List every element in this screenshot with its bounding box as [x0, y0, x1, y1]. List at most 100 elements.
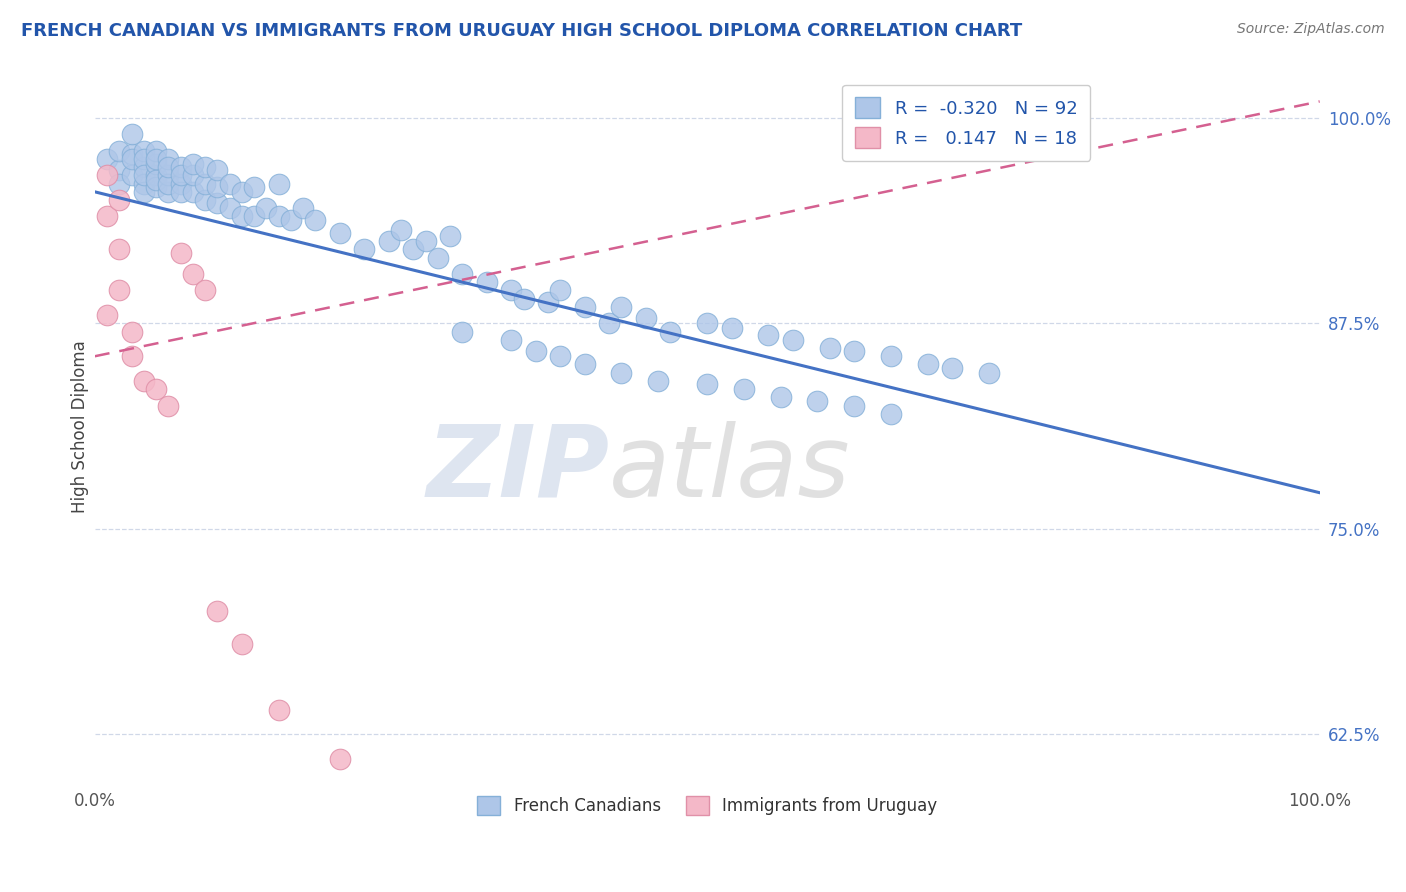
Point	[415, 234, 437, 248]
Point	[181, 267, 204, 281]
Point	[389, 222, 412, 236]
Point	[157, 160, 180, 174]
Point	[548, 284, 571, 298]
Point	[169, 185, 191, 199]
Point	[524, 344, 547, 359]
Text: FRENCH CANADIAN VS IMMIGRANTS FROM URUGUAY HIGH SCHOOL DIPLOMA CORRELATION CHART: FRENCH CANADIAN VS IMMIGRANTS FROM URUGU…	[21, 22, 1022, 40]
Point	[501, 333, 523, 347]
Point	[733, 382, 755, 396]
Point	[157, 185, 180, 199]
Point	[96, 308, 118, 322]
Point	[280, 212, 302, 227]
Point	[157, 169, 180, 183]
Point	[598, 317, 620, 331]
Point	[169, 177, 191, 191]
Point	[132, 160, 155, 174]
Point	[207, 196, 229, 211]
Point	[475, 275, 498, 289]
Point	[451, 267, 474, 281]
Point	[610, 300, 633, 314]
Point	[194, 284, 217, 298]
Point	[304, 212, 326, 227]
Point	[758, 327, 780, 342]
Point	[917, 358, 939, 372]
Point	[844, 399, 866, 413]
Point	[96, 152, 118, 166]
Point	[96, 210, 118, 224]
Point	[243, 210, 266, 224]
Point	[145, 169, 167, 183]
Point	[218, 177, 240, 191]
Point	[769, 390, 792, 404]
Point	[402, 243, 425, 257]
Point	[451, 325, 474, 339]
Point	[231, 637, 253, 651]
Point	[132, 374, 155, 388]
Point	[267, 703, 290, 717]
Point	[634, 311, 657, 326]
Y-axis label: High School Diploma: High School Diploma	[72, 340, 89, 513]
Point	[267, 177, 290, 191]
Point	[353, 243, 375, 257]
Point	[218, 201, 240, 215]
Point	[132, 185, 155, 199]
Point	[254, 201, 277, 215]
Point	[231, 185, 253, 199]
Point	[145, 382, 167, 396]
Point	[169, 160, 191, 174]
Point	[329, 226, 352, 240]
Point	[145, 144, 167, 158]
Point	[880, 407, 903, 421]
Point	[194, 193, 217, 207]
Point	[207, 604, 229, 618]
Point	[157, 177, 180, 191]
Point	[145, 173, 167, 187]
Point	[194, 177, 217, 191]
Point	[267, 210, 290, 224]
Point	[806, 393, 828, 408]
Point	[231, 210, 253, 224]
Point	[501, 284, 523, 298]
Point	[169, 169, 191, 183]
Point	[941, 360, 963, 375]
Point	[96, 169, 118, 183]
Point	[378, 234, 401, 248]
Point	[574, 300, 596, 314]
Point	[121, 152, 143, 166]
Point	[132, 152, 155, 166]
Point	[537, 295, 560, 310]
Point	[157, 399, 180, 413]
Point	[181, 169, 204, 183]
Point	[132, 169, 155, 183]
Point	[720, 321, 742, 335]
Point	[439, 229, 461, 244]
Point	[207, 163, 229, 178]
Point	[610, 366, 633, 380]
Point	[108, 193, 131, 207]
Point	[207, 180, 229, 194]
Point	[145, 157, 167, 171]
Point	[292, 201, 315, 215]
Point	[121, 147, 143, 161]
Point	[121, 128, 143, 142]
Point	[121, 169, 143, 183]
Point	[977, 366, 1000, 380]
Point	[157, 152, 180, 166]
Point	[108, 163, 131, 178]
Point	[574, 358, 596, 372]
Point	[512, 292, 534, 306]
Point	[844, 344, 866, 359]
Text: atlas: atlas	[609, 420, 851, 517]
Point	[194, 160, 217, 174]
Point	[132, 177, 155, 191]
Point	[181, 185, 204, 199]
Point	[782, 333, 804, 347]
Point	[426, 251, 449, 265]
Point	[880, 349, 903, 363]
Point	[243, 180, 266, 194]
Point	[548, 349, 571, 363]
Point	[696, 317, 718, 331]
Point	[108, 243, 131, 257]
Point	[108, 284, 131, 298]
Point	[329, 752, 352, 766]
